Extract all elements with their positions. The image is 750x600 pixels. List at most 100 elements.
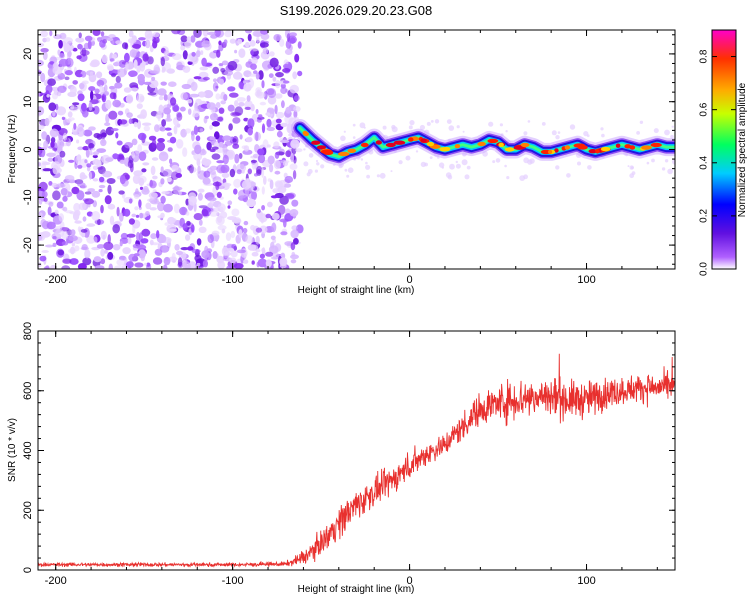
noise-blob [246, 95, 251, 102]
noise-blob [109, 92, 116, 100]
noise-blob [58, 58, 69, 67]
noise-blob [211, 121, 220, 127]
noise-blob [93, 256, 102, 263]
noise-blob [233, 217, 242, 225]
noise-blob [280, 160, 290, 164]
noise-dot [661, 167, 666, 171]
noise-blob [232, 117, 241, 124]
chart-title: S199.2026.029.20.23.G08 [280, 3, 433, 18]
noise-blob [275, 72, 284, 78]
noise-blob [196, 238, 202, 246]
noise-blob [151, 76, 156, 81]
noise-dot [569, 124, 576, 130]
noise-blob [294, 53, 300, 63]
noise-blob [119, 159, 127, 164]
noise-dot [314, 169, 318, 173]
colorbar-tick-label: 0.8 [699, 49, 710, 63]
noise-blob [282, 68, 291, 73]
noise-blob [232, 71, 243, 80]
noise-blob [154, 124, 160, 133]
noise-blob [52, 236, 57, 240]
noise-blob [217, 203, 226, 213]
noise-blob [160, 166, 164, 173]
noise-blob [49, 128, 59, 138]
noise-blob [52, 110, 56, 117]
noise-blob [86, 235, 96, 244]
noise-blob [149, 207, 157, 211]
noise-blob [119, 241, 123, 247]
colorbar-tick-label: 0.4 [699, 155, 710, 169]
ridge-hotspot [641, 145, 652, 150]
noise-blob [217, 215, 223, 223]
noise-blob [193, 125, 198, 135]
noise-blob [255, 235, 260, 245]
noise-blob [38, 106, 45, 116]
noise-dot [365, 161, 368, 165]
noise-blob [201, 57, 207, 67]
noise-blob [133, 194, 140, 199]
noise-blob [286, 193, 295, 200]
noise-dot [449, 163, 455, 170]
noise-dot [505, 130, 508, 133]
noise-blob [207, 197, 217, 202]
noise-blob [125, 261, 134, 269]
noise-blob [228, 123, 233, 131]
noise-blob [77, 43, 83, 50]
noise-blob [53, 62, 59, 69]
noise-blob [148, 79, 159, 89]
noise-dot [499, 123, 503, 127]
noise-blob [52, 147, 58, 151]
noise-blob [152, 31, 160, 38]
noise-blob [193, 76, 202, 80]
noise-blob [289, 32, 297, 37]
noise-blob [79, 82, 85, 90]
noise-blob [115, 75, 121, 83]
noise-blob [100, 258, 106, 265]
noise-blob [47, 78, 56, 86]
noise-blob [56, 145, 63, 154]
noise-blob [209, 113, 219, 121]
noise-blob [130, 87, 139, 92]
noise-blob [185, 211, 190, 216]
noise-blob [289, 209, 299, 217]
noise-dot [631, 166, 634, 170]
noise-blob [279, 38, 285, 47]
noise-blob [70, 246, 75, 255]
noise-blob [197, 91, 206, 98]
noise-blob [145, 202, 152, 210]
noise-dot [670, 134, 674, 139]
noise-blob [180, 45, 186, 51]
noise-blob [61, 265, 71, 269]
noise-blob [274, 159, 281, 170]
noise-dot [492, 160, 496, 164]
noise-dot [308, 153, 314, 158]
ridge-hotspot [588, 149, 598, 154]
noise-blob [116, 206, 120, 217]
noise-blob [186, 220, 191, 226]
noise-blob [97, 218, 101, 226]
noise-blob [137, 119, 141, 130]
noise-blob [270, 195, 279, 199]
noise-blob [280, 86, 288, 95]
noise-blob [77, 263, 87, 269]
noise-blob [73, 122, 77, 130]
noise-blob [74, 245, 80, 252]
noise-blob [61, 241, 69, 246]
noise-blob [185, 234, 191, 241]
noise-blob [44, 117, 50, 127]
noise-blob [82, 257, 92, 266]
noise-blob [86, 223, 96, 227]
noise-blob [293, 106, 301, 112]
noise-blob [224, 251, 232, 256]
noise-blob [105, 157, 114, 163]
noise-blob [137, 132, 147, 141]
noise-blob [188, 195, 197, 206]
noise-blob [142, 53, 149, 62]
y-tick-label: 400 [22, 441, 34, 459]
noise-blob [164, 118, 173, 122]
noise-blob [174, 244, 180, 251]
noise-blob [259, 225, 268, 234]
noise-blob [108, 110, 118, 120]
noise-blob [43, 140, 49, 149]
noise-blob [140, 238, 149, 244]
